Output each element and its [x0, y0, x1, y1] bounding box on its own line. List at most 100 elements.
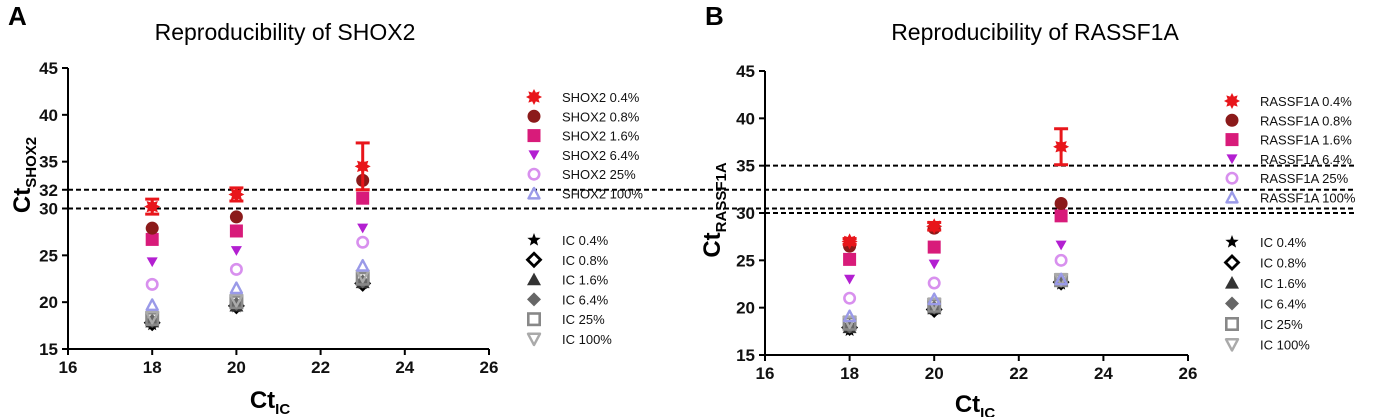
panel-a-y-tick-label-40: 40 — [39, 106, 58, 125]
panel-b-y-tick-label-15: 15 — [736, 346, 755, 365]
panel-a-legend-marker-shox2-6-4pct — [528, 150, 540, 161]
panel-a-title: Reproducibility of SHOX2 — [155, 19, 416, 45]
panel-a-y-axis-label: CtSHOX2 — [9, 137, 40, 213]
panel-a-chart: A Reproducibility of SHOX2 CtSHOX2 CtIC … — [8, 1, 1355, 417]
panel-b-legend-marker-ic-1-6pct — [1225, 276, 1239, 289]
panel-a-point-ic-25pct-x18 — [145, 312, 160, 327]
panel-a-legend-marker-ic-0-4pct — [527, 233, 541, 246]
panel-a-letter: A — [8, 1, 27, 31]
panel-b-legend-label-rassf1a-0-8pct: RASSF1A 0.8% — [1260, 113, 1352, 128]
panel-b-point-rassf1a-100pct-x18 — [842, 309, 857, 323]
panel-a-legend-label-shox2-25pct: SHOX2 25% — [562, 167, 636, 182]
panel-a-point-shox2-0-4pct-x18 — [144, 198, 161, 215]
panel-b-legend-marker-ic-0-8pct — [1223, 254, 1241, 271]
panel-a-legend-marker-shox2-0-8pct — [527, 109, 541, 123]
panel-b-y-axis-label: CtRASSF1A — [699, 162, 730, 258]
panel-b-x-label-sub: IC — [980, 405, 995, 417]
panel-b-point-rassf1a-0-4pct-x23 — [1053, 138, 1070, 155]
panel-a-legend-marker-ic-0-8pct — [525, 251, 543, 269]
panel-b-legend-marker-rassf1a-0-8pct — [1225, 113, 1239, 127]
panel-b-point-rassf1a-100pct-x20 — [927, 292, 941, 306]
panel-a-legend-marker-ic-6-4pct — [527, 292, 541, 307]
panel-b-point-ic-25pct-x18 — [842, 316, 857, 331]
panel-b-x-tick-label-22: 22 — [1009, 364, 1028, 383]
panel-a-legend-label-shox2-6-4pct: SHOX2 6.4% — [562, 148, 640, 163]
panel-b-legend-marker-rassf1a-0-4pct — [1224, 93, 1240, 109]
panel-b-legend-label-ic-100pct: IC 100% — [1260, 338, 1310, 353]
panel-b-point-rassf1a-1-6pct-x18 — [843, 252, 857, 266]
panel-a-legend-marker-ic-100pct — [526, 332, 542, 347]
panel-a-x-label-sub: IC — [275, 401, 290, 417]
panel-a-x-tick-label-22: 22 — [311, 358, 330, 377]
panel-b-point-rassf1a-1-6pct-x23 — [1054, 209, 1068, 223]
panel-a-point-ic-100pct-x20 — [229, 293, 244, 308]
panel-a-legend-marker-ic-25pct — [526, 312, 541, 327]
panel-b-point-rassf1a-6-4pct-x20 — [928, 259, 940, 270]
panel-b-point-rassf1a-0-4pct-x18 — [841, 233, 858, 250]
panel-a-point-shox2-0-4pct-x20 — [228, 186, 245, 203]
panel-b-letter: B — [705, 1, 724, 31]
panel-b-point-rassf1a-0-8pct-x23 — [1054, 197, 1068, 211]
panel-a-legend-label-shox2-0-8pct: SHOX2 0.8% — [562, 109, 640, 124]
panel-a-legend-label-shox2-1-6pct: SHOX2 1.6% — [562, 129, 640, 144]
panel-b-y-tick-label-30: 30 — [736, 204, 755, 223]
panel-a-point-shox2-0-4pct-x23 — [354, 158, 371, 175]
panel-b-point-rassf1a-0-4pct-x20 — [926, 218, 943, 235]
panel-b-legend-label-ic-6-4pct: IC 6.4% — [1260, 297, 1307, 312]
panel-b-x-tick-label-26: 26 — [1179, 364, 1198, 383]
panel-a-point-shox2-6-4pct-x23 — [357, 223, 369, 234]
panel-a-legend-label-ic-100pct: IC 100% — [562, 332, 612, 347]
panel-a-y-tick-label-30: 30 — [39, 200, 58, 219]
panel-a-legend-label-shox2-0-4pct: SHOX2 0.4% — [562, 90, 640, 105]
panel-a-legend-label-ic-25pct: IC 25% — [562, 312, 605, 327]
panel-a-legend-marker-shox2-1-6pct — [527, 129, 541, 143]
panel-a-legend-marker-ic-1-6pct — [527, 272, 541, 286]
panel-b-x-tick-label-24: 24 — [1094, 364, 1113, 383]
panel-b-point-rassf1a-25pct-x20 — [927, 276, 941, 290]
panel-b-point-rassf1a-6-4pct-x18 — [844, 274, 856, 285]
panel-b-point-rassf1a-25pct-x23 — [1054, 253, 1068, 267]
panel-a-point-shox2-1-6pct-x23 — [356, 191, 370, 205]
panel-b-legend-label-rassf1a-6-4pct: RASSF1A 6.4% — [1260, 152, 1352, 167]
panel-b-x-label-main: Ct — [955, 391, 980, 417]
panel-b-y-tick-label-40: 40 — [736, 109, 755, 128]
panel-b-legend-marker-ic-0-4pct — [1225, 235, 1239, 248]
panel-a-point-ic-100pct-x18 — [144, 310, 160, 325]
panel-a-point-shox2-6-4pct-x18 — [146, 257, 158, 268]
panel-a-y-tick-label-15: 15 — [39, 340, 58, 359]
panel-b-legend-label-ic-1-6pct: IC 1.6% — [1260, 276, 1307, 291]
panel-a-legend-marker-shox2-0-4pct — [526, 89, 542, 105]
panel-b-legend-marker-ic-25pct — [1225, 316, 1240, 331]
panel-a-x-tick-label-20: 20 — [227, 358, 246, 377]
panel-b-legend-marker-rassf1a-1-6pct — [1225, 133, 1239, 147]
panel-b-y-tick-label-25: 25 — [736, 251, 755, 270]
panel-b-legend-label-ic-0-8pct: IC 0.8% — [1260, 256, 1307, 271]
panel-a-x-axis-label: CtIC — [250, 387, 290, 417]
panel-b-legend-label-rassf1a-25pct: RASSF1A 25% — [1260, 171, 1349, 186]
panel-a-y-tick-label-35: 35 — [39, 153, 58, 172]
panel-b-point-rassf1a-25pct-x18 — [843, 291, 857, 305]
panel-a-y-label-sub: SHOX2 — [23, 137, 40, 188]
panel-a-y-tick-label-20: 20 — [39, 293, 58, 312]
panel-a-point-shox2-100pct-x18 — [145, 298, 159, 312]
panel-a-y-tick-label-32: 32 — [39, 181, 58, 200]
panel-b-legend-marker-rassf1a-100pct — [1225, 190, 1239, 204]
panel-b-y-tick-label-45: 45 — [736, 62, 755, 81]
panel-b-point-rassf1a-1-6pct-x20 — [927, 240, 941, 254]
panel-b-title: Reproducibility of RASSF1A — [891, 19, 1179, 45]
panel-b-legend-label-rassf1a-100pct: RASSF1A 100% — [1260, 191, 1356, 206]
panel-b-y-tick-label-20: 20 — [736, 299, 755, 318]
panel-a-y-tick-label-45: 45 — [39, 59, 58, 78]
panel-b-legend-marker-rassf1a-25pct — [1225, 171, 1239, 185]
panel-a-legend-marker-shox2-100pct — [527, 186, 541, 200]
panel-a-legend-label-ic-6-4pct: IC 6.4% — [562, 292, 609, 307]
panel-b-y-label-main: Ct — [699, 232, 726, 257]
panel-a-point-shox2-100pct-x23 — [356, 258, 370, 272]
panel-b-point-rassf1a-6-4pct-x23 — [1055, 240, 1067, 251]
panel-a-point-shox2-25pct-x23 — [356, 235, 370, 249]
panel-a-legend-label-ic-0-4pct: IC 0.4% — [562, 233, 609, 248]
panel-a-point-shox2-25pct-x18 — [145, 277, 159, 291]
panel-b-chart: B Reproducibility of RASSF1A CtRASSF1A C… — [699, 1, 1356, 417]
panel-a-point-shox2-1-6pct-x20 — [229, 224, 243, 238]
